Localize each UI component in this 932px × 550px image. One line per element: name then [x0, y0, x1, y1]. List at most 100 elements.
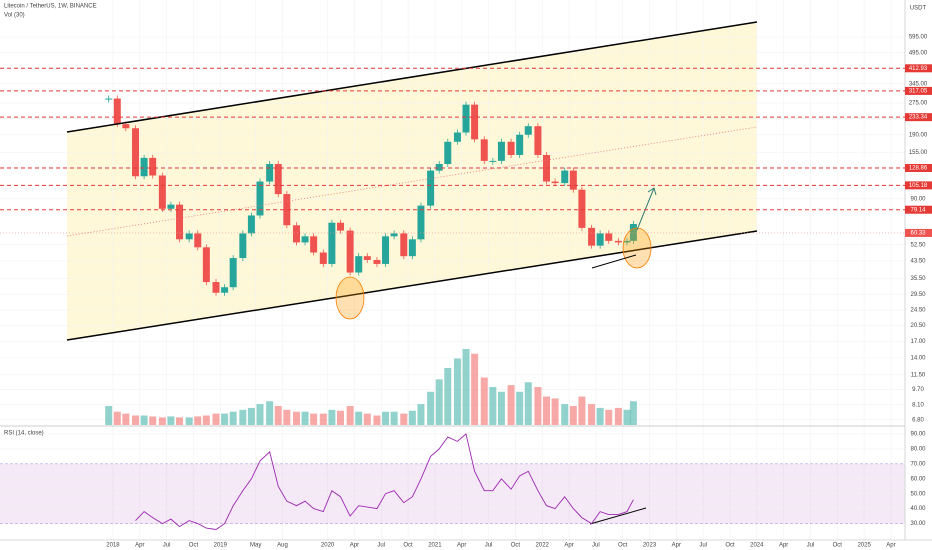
x-tick-label: Jul: [377, 543, 385, 549]
x-tick-label: 2022: [536, 543, 550, 549]
volume-bar: [256, 404, 264, 425]
y-tick-label: 8.10: [912, 402, 924, 408]
volume-bar: [122, 413, 130, 425]
volume-bar: [400, 413, 408, 425]
rsi-tick-label: 50.00: [910, 491, 926, 497]
candle: [167, 204, 175, 209]
volume-bar: [292, 411, 300, 425]
candle: [239, 233, 247, 259]
y-tick-label: 17.00: [910, 339, 926, 345]
volume-bar: [534, 387, 542, 425]
x-tick-label: Oct: [725, 543, 735, 549]
channel-bottom: [66, 230, 758, 341]
candle: [390, 233, 398, 237]
volume-bar: [158, 417, 166, 425]
candle: [221, 287, 229, 293]
level-tag: [905, 113, 932, 122]
highlight-circle: [622, 227, 652, 269]
volume-bar: [363, 413, 371, 425]
candle: [105, 98, 113, 100]
volume-bar: [569, 406, 577, 425]
x-tick-label: Jul: [163, 543, 171, 549]
x-tick-label: Jul: [592, 543, 600, 549]
volume-bar: [623, 409, 631, 425]
level-label: 79.14: [910, 207, 926, 213]
y-tick-label: 275.00: [909, 101, 928, 107]
volume-bar: [453, 358, 461, 425]
volume-bar: [239, 409, 247, 425]
volume-bar: [444, 368, 452, 425]
level-label: 317.05: [909, 88, 928, 94]
y-tick-label: 20.50: [910, 323, 926, 329]
arrow-head: [647, 187, 657, 196]
highlight-circle: [335, 276, 365, 320]
grid: [0, 0, 905, 540]
candle: [122, 124, 130, 129]
volume-bar: [283, 409, 291, 425]
volume-bar: [542, 396, 550, 425]
candle: [551, 181, 559, 184]
candle: [212, 282, 220, 293]
candle: [596, 233, 604, 246]
candle: [417, 205, 425, 240]
y-tick-label: 90.00: [910, 196, 926, 202]
y-tick-label: 35.50: [910, 276, 926, 282]
volume-bar: [516, 391, 524, 425]
rsi-label: RSI (14, close): [4, 431, 44, 437]
x-tick-label: Oct: [618, 543, 628, 549]
volume-bar: [561, 404, 569, 425]
y-tick-label: 155.00: [909, 150, 928, 156]
volume-bar: [596, 407, 604, 425]
volume-bar: [346, 406, 354, 425]
volume-bar: [355, 411, 363, 425]
channel-fill: [67, 22, 757, 340]
volume-bar: [113, 411, 121, 425]
volume-bar: [551, 398, 559, 425]
candle: [534, 126, 542, 155]
candle: [247, 215, 255, 234]
channel-top: [66, 21, 758, 133]
level-tag: [905, 181, 932, 190]
x-tick-label: 2024: [750, 543, 764, 549]
candle: [453, 132, 461, 142]
volume-bar: [382, 411, 390, 425]
candle: [176, 204, 184, 240]
x-tick-label: 2021: [428, 543, 442, 549]
volume-bar: [105, 406, 113, 425]
candle: [578, 189, 586, 228]
level-tag: [905, 163, 932, 172]
volume-bar: [373, 415, 381, 425]
rsi-tick-label: 80.00: [910, 446, 926, 452]
volume-bar: [328, 409, 336, 425]
volume-bar: [202, 415, 210, 425]
volume-bar: [480, 377, 488, 425]
candle: [283, 194, 291, 226]
volume-bar: [471, 353, 479, 425]
level-tag: [905, 64, 932, 73]
candle: [435, 164, 443, 171]
volume-bar: [588, 404, 596, 425]
candle: [149, 157, 157, 176]
candle: [346, 230, 354, 273]
level-tag: [905, 86, 932, 95]
candle: [113, 98, 121, 125]
y-tick-label: 345.00: [909, 81, 928, 87]
candle: [363, 256, 371, 260]
divergence-line: [591, 254, 637, 269]
candle: [507, 141, 515, 155]
channel-mid: [66, 126, 758, 237]
y-tick-label: 495.00: [909, 50, 928, 56]
x-tick-label: Oct: [833, 543, 843, 549]
volume-bar: [247, 407, 255, 425]
volume-bar: [149, 416, 157, 425]
volume-bar: [629, 401, 637, 425]
volume-bar: [194, 416, 202, 425]
x-tick-label: Apr: [457, 543, 466, 549]
candle: [489, 160, 497, 162]
candle: [256, 181, 264, 216]
volume-bar: [507, 385, 515, 425]
x-tick-label: Apr: [779, 543, 788, 549]
volume-bar: [462, 349, 470, 425]
y-tick-label: 29.50: [910, 292, 926, 298]
